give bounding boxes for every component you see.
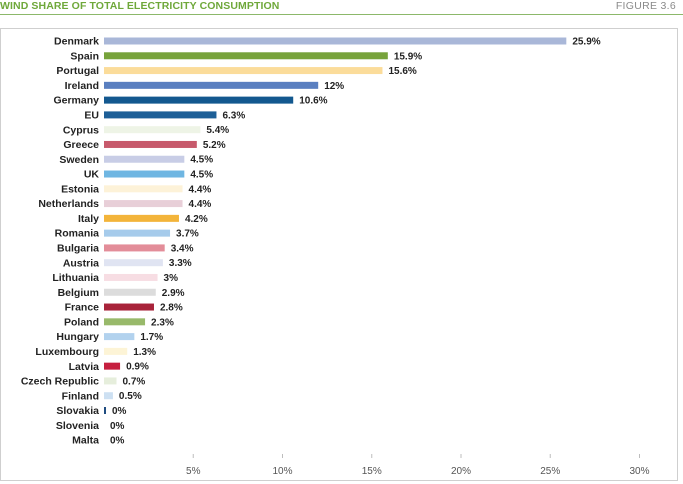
x-tick-label: 15% [362, 466, 382, 477]
category-label: Estonia [61, 183, 99, 195]
category-label: Czech Republic [21, 376, 99, 388]
chart-title: WIND SHARE OF TOTAL ELECTRICITY CONSUMPT… [0, 0, 280, 12]
bar [104, 407, 106, 414]
bar [104, 155, 185, 163]
value-label: 10.6% [299, 96, 327, 107]
category-label: Hungary [56, 331, 99, 343]
x-tick-label: 20% [451, 466, 471, 477]
bar [104, 52, 388, 60]
value-label: 1.7% [140, 332, 163, 343]
value-label: 2.3% [151, 317, 174, 328]
category-label: Cyprus [63, 124, 99, 136]
bar [104, 214, 179, 222]
value-label: 0% [112, 406, 127, 417]
header-divider [0, 14, 683, 15]
bar [104, 67, 383, 75]
x-tick-label: 5% [186, 466, 201, 477]
bar [104, 318, 146, 326]
bar [104, 362, 121, 370]
value-label: 3.4% [171, 243, 194, 254]
chart-frame [0, 28, 678, 481]
bar [104, 259, 163, 267]
bar [104, 37, 567, 45]
bar [104, 185, 183, 193]
value-label: 0% [110, 436, 125, 447]
category-label: France [65, 302, 100, 314]
figure-label: FIGURE 3.6 [615, 0, 676, 12]
x-tick-label: 30% [629, 466, 649, 477]
value-label: 4.5% [190, 155, 213, 166]
value-label: 4.4% [189, 184, 212, 195]
category-label: Malta [72, 435, 99, 447]
category-label: Romania [55, 228, 100, 240]
bar [104, 126, 201, 134]
bar [104, 273, 158, 281]
value-label: 3.3% [169, 258, 192, 269]
value-label: 0% [110, 421, 125, 432]
value-label: 5.4% [206, 125, 229, 136]
bar [104, 140, 197, 148]
value-label: 0.7% [122, 376, 145, 387]
category-label: Portugal [56, 65, 99, 77]
value-label: 15.9% [394, 51, 422, 62]
category-label: Poland [64, 316, 99, 328]
category-label: Italy [78, 213, 99, 225]
category-label: Denmark [54, 36, 99, 48]
bar [104, 244, 165, 252]
value-label: 2.8% [160, 303, 183, 314]
value-label: 1.3% [133, 347, 156, 358]
value-label: 3.7% [176, 229, 199, 240]
category-label: Slovenia [56, 420, 99, 432]
bar [104, 96, 294, 104]
value-label: 6.3% [222, 110, 245, 121]
value-label: 4.2% [185, 214, 208, 225]
category-label: EU [84, 110, 99, 122]
labels-layer: Denmark 25.9% Spain 15.9% Portugal 15.6% Irela… [21, 36, 601, 447]
value-label: 5.2% [203, 140, 226, 151]
value-label: 4.5% [190, 170, 213, 181]
x-axis: 5% 10% 15% 20% 25% 30% [186, 454, 650, 477]
value-label: 4.4% [189, 199, 212, 210]
header: WIND SHARE OF TOTAL ELECTRICITY CONSUMPT… [0, 0, 683, 16]
bar [104, 229, 171, 237]
category-label: Sweden [59, 154, 99, 166]
value-label: 0.5% [119, 391, 142, 402]
category-label: Greece [63, 139, 99, 151]
bar [104, 111, 217, 119]
bar [104, 200, 183, 208]
category-label: Bulgaria [57, 243, 99, 255]
bar [104, 333, 135, 341]
bars-layer [104, 37, 567, 414]
bar [104, 392, 113, 400]
x-tick-label: 25% [540, 466, 560, 477]
value-label: 2.9% [162, 288, 185, 299]
bar [104, 347, 128, 355]
category-label: Netherlands [38, 198, 99, 210]
bar [104, 170, 185, 178]
bar [104, 288, 156, 296]
category-label: Finland [62, 390, 99, 402]
category-label: Austria [63, 257, 99, 269]
category-label: Latvia [69, 361, 100, 373]
category-label: Spain [70, 50, 99, 62]
category-label: Luxembourg [35, 346, 99, 358]
value-label: 12% [324, 81, 344, 92]
bar [104, 81, 319, 89]
value-label: 0.9% [126, 362, 149, 373]
category-label: UK [84, 169, 100, 181]
value-label: 15.6% [388, 66, 416, 77]
bar [104, 303, 154, 311]
value-label: 25.9% [572, 37, 600, 48]
category-label: Ireland [65, 80, 99, 92]
bar [104, 377, 117, 385]
category-label: Lithuania [52, 272, 99, 284]
category-label: Slovakia [56, 405, 99, 417]
category-label: Germany [53, 95, 99, 107]
x-tick-label: 10% [272, 466, 292, 477]
category-label: Belgium [58, 287, 99, 299]
value-label: 3% [164, 273, 179, 284]
